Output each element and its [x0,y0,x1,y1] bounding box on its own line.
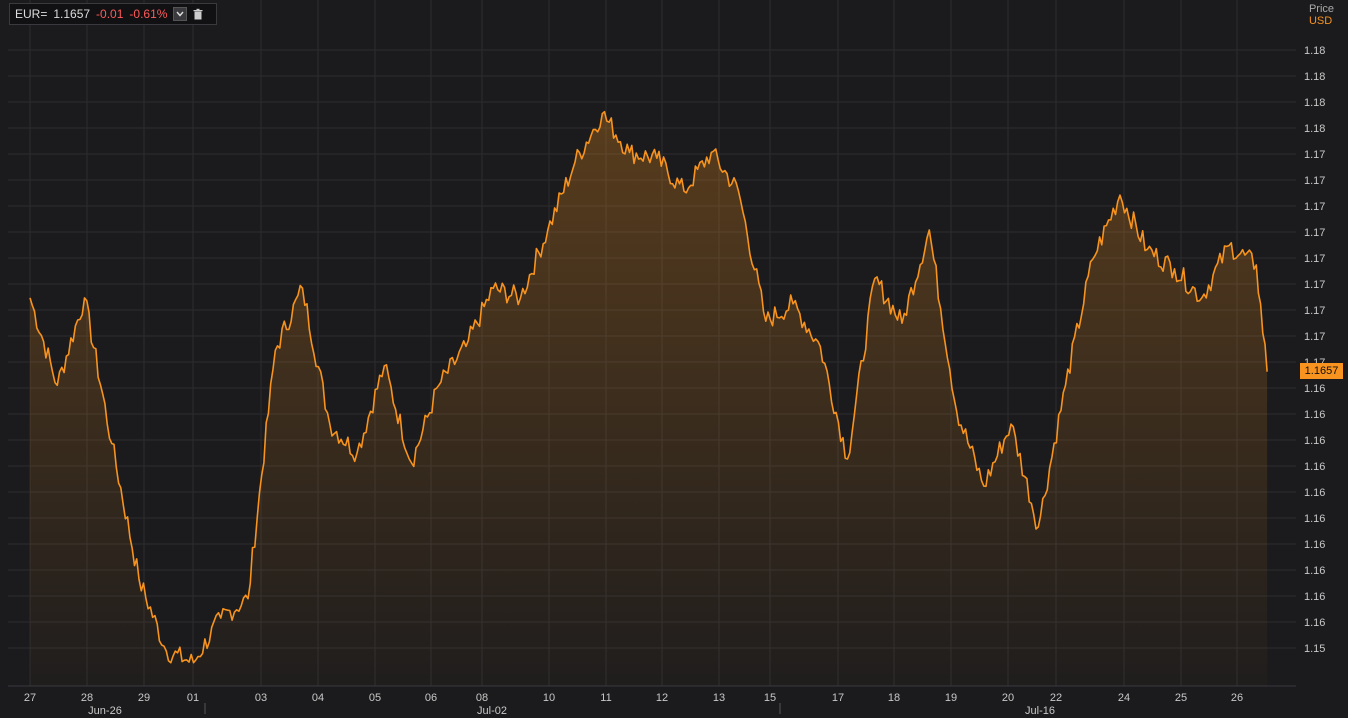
axis-unit-currency: USD [1308,15,1333,27]
y-tick-label: 1.17 [1304,175,1325,187]
x-period-label: Jun-26 [88,705,122,717]
y-tick-label: 1.17 [1304,331,1325,343]
y-tick-label: 1.16 [1304,461,1325,473]
percent-change: -0.61% [129,7,168,21]
y-tick-label: 1.16 [1304,383,1325,395]
y-tick-label: 1.17 [1304,227,1325,239]
y-tick-label: 1.18 [1304,97,1325,109]
y-tick-label: 1.18 [1304,71,1325,83]
x-tick-label: 27 [24,692,36,704]
x-tick-label: 12 [656,692,668,704]
x-tick-label: 17 [832,692,844,704]
y-tick-label: 1.16 [1304,487,1325,499]
y-axis: 1.18 1.18 1.18 1.18 1.17 1.17 1.17 1.17 1.17 1.17… [1304,45,1325,655]
x-tick-label: 20 [1002,692,1014,704]
x-tick-label: 24 [1118,692,1130,704]
x-tick-label: 28 [81,692,93,704]
x-tick-label: 08 [476,692,488,704]
y-tick-label: 1.16 [1304,565,1325,577]
trash-icon[interactable] [191,7,205,21]
price-line [29,110,1268,664]
x-tick-label: 18 [888,692,900,704]
y-tick-label: 1.16 [1304,617,1325,629]
x-tick-label: 11 [600,692,611,704]
last-price-tag: 1.1657 [1300,363,1343,379]
chevron-down-icon[interactable] [173,7,188,21]
axis-unit-label: Price USD [1309,3,1334,27]
x-tick-label: 05 [369,692,381,704]
net-change: -0.01 [96,7,124,21]
y-tick-label: 1.17 [1304,201,1325,213]
x-tick-label: 26 [1231,692,1243,704]
last-price: 1.1657 [53,7,91,21]
x-axis: 27 28 29 01 03 04 05 06 08 10 11 12 13 15 17 18 19 20 22 24… [8,685,1296,717]
x-tick-label: 13 [713,692,725,704]
y-tick-label: 1.16 [1304,435,1325,447]
instrument-ric[interactable]: EUR= [15,7,48,21]
y-tick-label: 1.17 [1304,305,1325,317]
x-tick-label: 15 [764,692,776,704]
y-tick-label: 1.16 [1304,591,1325,603]
y-tick-label: 1.18 [1304,123,1325,135]
price-area-fill [30,111,1268,686]
x-tick-label: 01 [187,692,199,704]
x-tick-label: 29 [138,692,150,704]
x-tick-label: 10 [543,692,555,704]
x-tick-label: 22 [1050,692,1062,704]
y-tick-label: 1.17 [1304,149,1325,161]
x-tick-label: 25 [1175,692,1187,704]
y-tick-label: 1.18 [1304,45,1325,57]
y-tick-label: 1.16 [1304,539,1325,551]
x-tick-label: 03 [255,692,267,704]
y-tick-label: 1.17 [1304,253,1325,265]
y-tick-label: 1.15 [1304,643,1325,655]
x-period-label: Jul-16 [1025,705,1055,717]
x-tick-label: 06 [425,692,437,704]
instrument-legend: EUR= 1.1657 -0.01 -0.61% [9,3,218,25]
x-period-label: Jul-02 [477,705,507,717]
y-tick-label: 1.17 [1304,279,1325,291]
y-tick-label: 1.16 [1304,409,1325,421]
x-tick-label: 04 [312,692,324,704]
x-tick-label: 19 [945,692,957,704]
y-tick-label: 1.16 [1304,513,1325,525]
axis-unit-price: Price [1308,3,1334,15]
